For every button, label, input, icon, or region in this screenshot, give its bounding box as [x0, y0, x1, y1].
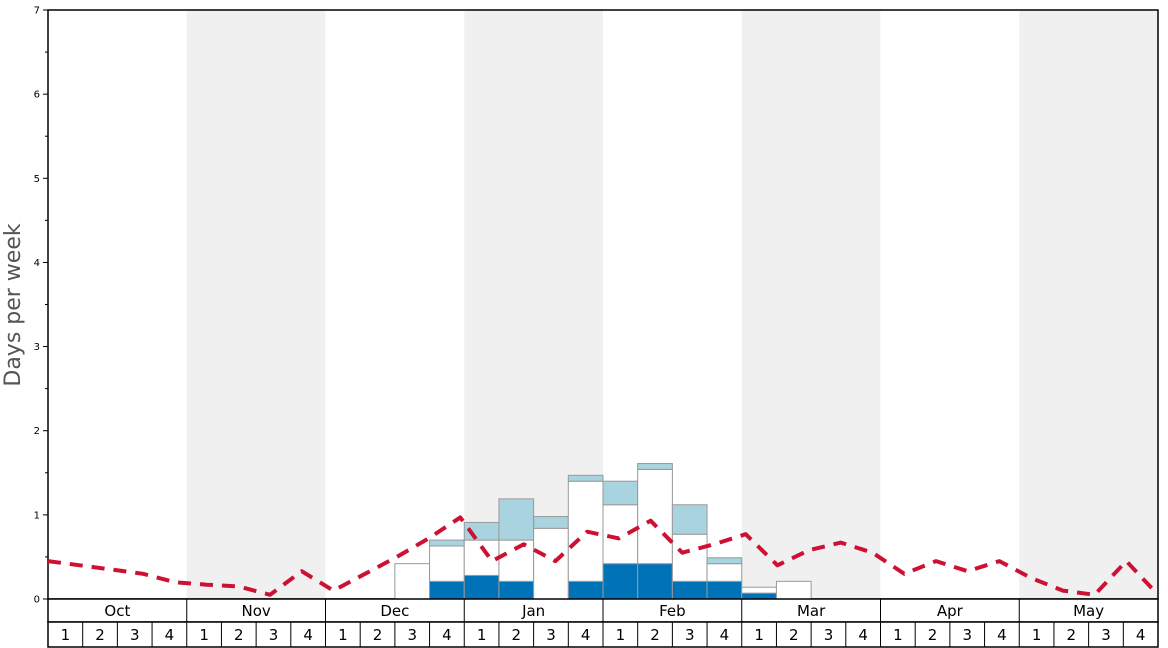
- week-label-feb-4: 4: [720, 626, 730, 644]
- bar-feb-w2-dark: [637, 563, 673, 600]
- bar-feb-w4-light: [706, 557, 743, 565]
- week-label-mar-1: 1: [754, 626, 764, 644]
- bar-feb-w1-white: [602, 504, 639, 565]
- week-label-apr-1: 1: [893, 626, 903, 644]
- bar-mar-w2-white: [775, 580, 812, 600]
- week-label-nov-1: 1: [199, 626, 209, 644]
- bar-feb-w4-white: [706, 563, 743, 582]
- week-label-apr-4: 4: [997, 626, 1007, 644]
- month-label-oct: Oct: [104, 602, 130, 620]
- month-shade-may: [1019, 10, 1158, 599]
- bar-jan-w2-light: [498, 498, 535, 541]
- week-label-oct-3: 3: [130, 626, 140, 644]
- week-label-oct-4: 4: [165, 626, 175, 644]
- bar-dec-w4-light: [429, 539, 465, 547]
- y-tick-label-0: 0: [34, 595, 40, 606]
- y-tick-label-4: 4: [34, 258, 40, 269]
- week-label-dec-2: 2: [373, 626, 383, 644]
- y-tick-label-3: 3: [34, 342, 40, 353]
- week-label-jan-1: 1: [477, 626, 487, 644]
- bar-feb-w1-dark: [602, 563, 639, 600]
- month-label-nov: Nov: [241, 602, 270, 620]
- dashed-line: [47, 515, 1160, 597]
- week-label-dec-3: 3: [407, 626, 417, 644]
- bar-feb-w3-white: [671, 533, 708, 582]
- bar-jan-w4-light: [567, 474, 604, 482]
- week-label-apr-2: 2: [928, 626, 938, 644]
- axes: 0 1 2 3 4 5 6 7 Oct 1 2 3 4 Nov 1 2 3 4 Dec 1 2 3 4 Jan 1 2 3 4 Feb 1…: [34, 6, 1159, 648]
- week-label-oct-2: 2: [95, 626, 105, 644]
- bar-dec-w3-white: [394, 563, 431, 600]
- week-label-nov-3: 3: [269, 626, 279, 644]
- month-shade-nov: [186, 10, 326, 599]
- week-label-feb-2: 2: [650, 626, 660, 644]
- bar-mar-w1-dark: [741, 592, 777, 600]
- dashed-line-series: [47, 515, 1160, 597]
- bar-dec-w4-white: [429, 545, 465, 582]
- month-shading: [186, 10, 1158, 599]
- stacked-bars: [394, 463, 812, 600]
- month-label-apr: Apr: [937, 602, 964, 620]
- week-label-feb-3: 3: [685, 626, 695, 644]
- bar-feb-w3-light: [671, 504, 708, 535]
- bar-jan-w1-white: [463, 539, 500, 576]
- week-label-may-1: 1: [1032, 626, 1042, 644]
- bar-feb-w3-dark: [671, 580, 708, 600]
- bar-jan-w3-light: [533, 516, 569, 529]
- week-label-oct-1: 1: [61, 626, 71, 644]
- y-axis-label: Days per week: [1, 223, 26, 386]
- week-label-mar-4: 4: [858, 626, 868, 644]
- bar-feb-w1-light: [602, 480, 639, 506]
- month-label-mar: Mar: [797, 602, 826, 620]
- week-label-nov-4: 4: [303, 626, 313, 644]
- bar-feb-w4-dark: [706, 580, 743, 600]
- week-label-may-3: 3: [1101, 626, 1111, 644]
- week-label-dec-4: 4: [442, 626, 452, 644]
- week-label-jan-3: 3: [546, 626, 556, 644]
- week-label-may-4: 4: [1136, 626, 1146, 644]
- week-label-nov-2: 2: [234, 626, 244, 644]
- y-tick-label-2: 2: [34, 426, 40, 437]
- y-tick-label-6: 6: [34, 90, 40, 101]
- bar-mar-w1-white: [741, 586, 777, 594]
- week-label-may-2: 2: [1067, 626, 1077, 644]
- bar-feb-w2-white: [637, 468, 673, 565]
- week-label-apr-3: 3: [962, 626, 972, 644]
- y-tick-label-5: 5: [34, 174, 40, 185]
- bar-jan-w3-white: [533, 527, 569, 600]
- week-label-jan-2: 2: [512, 626, 522, 644]
- bar-dec-w4-dark: [429, 580, 465, 600]
- week-label-mar-3: 3: [824, 626, 834, 644]
- bar-jan-w2-dark: [498, 580, 535, 600]
- y-tick-label-7: 7: [34, 6, 40, 17]
- week-label-jan-4: 4: [581, 626, 591, 644]
- bar-jan-w1-dark: [463, 574, 500, 600]
- bar-jan-w4-dark: [567, 580, 604, 600]
- month-label-feb: Feb: [659, 602, 686, 620]
- month-label-jan: Jan: [521, 602, 545, 620]
- month-label-may: May: [1073, 602, 1104, 620]
- bar-feb-w2-light: [637, 463, 673, 470]
- week-label-feb-1: 1: [616, 626, 626, 644]
- week-label-dec-1: 1: [338, 626, 348, 644]
- y-tick-label-1: 1: [34, 510, 40, 521]
- month-label-dec: Dec: [380, 602, 409, 620]
- month-shade-mar: [741, 10, 881, 599]
- week-label-mar-2: 2: [789, 626, 799, 644]
